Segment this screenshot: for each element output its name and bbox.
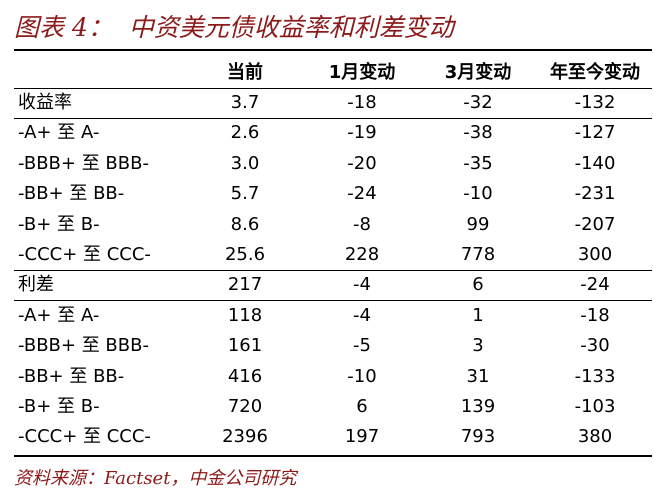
table-cell: -20 bbox=[347, 152, 377, 174]
table-cell: -231 bbox=[574, 183, 616, 205]
table-cell: 5.7 bbox=[230, 183, 260, 205]
table-cell: -18 bbox=[580, 304, 610, 326]
table-cell: 6 bbox=[356, 396, 368, 417]
table-cell: 778 bbox=[460, 244, 496, 265]
table-cell: -18 bbox=[347, 92, 377, 113]
table-cell: -5 bbox=[353, 335, 371, 357]
table-cell: -127 bbox=[574, 122, 616, 144]
table-cell: -8 bbox=[353, 213, 371, 235]
table-cell: 3.0 bbox=[230, 152, 260, 174]
table-cell: -133 bbox=[574, 365, 616, 387]
rule bbox=[14, 270, 652, 271]
table-cell: -35 bbox=[463, 152, 493, 174]
table-cell: -140 bbox=[574, 152, 616, 174]
table-cell: -10 bbox=[463, 183, 493, 205]
table-cell: -24 bbox=[347, 183, 377, 205]
table-cell: 118 bbox=[227, 304, 263, 326]
row-label: 收益率 bbox=[18, 92, 72, 113]
table-cell: 25.6 bbox=[224, 244, 266, 265]
table-cell: 3 bbox=[472, 335, 484, 357]
row-label: -BBB+ 至 BBB- bbox=[18, 335, 149, 357]
table-cell: 228 bbox=[344, 244, 380, 265]
table-cell: -19 bbox=[347, 122, 377, 144]
table-cell: -10 bbox=[347, 365, 377, 387]
column-header: 年至今变动 bbox=[550, 62, 640, 83]
table-cell: -132 bbox=[574, 92, 616, 113]
title: 图表 4： 中资美元债收益率和利差变动 bbox=[14, 13, 454, 42]
table-cell: 720 bbox=[227, 396, 263, 417]
row-label: -BB+ 至 BB- bbox=[18, 183, 125, 205]
table-cell: 3.7 bbox=[230, 92, 260, 113]
row-label: -CCC+ 至 CCC- bbox=[18, 244, 151, 265]
rule bbox=[14, 88, 652, 89]
table-cell: 380 bbox=[577, 426, 613, 448]
column-header: 1月变动 bbox=[328, 62, 396, 83]
table-cell: 793 bbox=[460, 426, 496, 448]
table-cell: 416 bbox=[227, 365, 263, 387]
table-cell: -4 bbox=[353, 274, 371, 296]
table-cell: -207 bbox=[574, 213, 616, 235]
rule bbox=[14, 300, 652, 301]
row-label: -A+ 至 A- bbox=[18, 304, 100, 326]
row-label: -BB+ 至 BB- bbox=[18, 365, 125, 387]
table-cell: -38 bbox=[463, 122, 493, 144]
column-header: 当前 bbox=[227, 62, 263, 83]
table-cell: 217 bbox=[227, 274, 263, 296]
rule bbox=[14, 455, 652, 457]
table-cell: 197 bbox=[344, 426, 380, 448]
table-cell: 31 bbox=[466, 365, 490, 387]
table-cell: 300 bbox=[577, 244, 613, 265]
source: 资料来源：Factset，中金公司研究 bbox=[14, 468, 297, 489]
table-cell: -24 bbox=[580, 274, 610, 296]
rule bbox=[14, 49, 652, 51]
row-label: -B+ 至 B- bbox=[18, 396, 100, 417]
column-header: 3月变动 bbox=[444, 62, 512, 83]
row-label: -B+ 至 B- bbox=[18, 213, 100, 235]
table-cell: 2.6 bbox=[230, 122, 260, 144]
table-cell: 2396 bbox=[222, 426, 268, 448]
table-cell: 8.6 bbox=[230, 213, 260, 235]
table-cell: -103 bbox=[574, 396, 616, 417]
table-cell: 1 bbox=[472, 304, 484, 326]
table-cell: 161 bbox=[227, 335, 263, 357]
table-cell: -32 bbox=[463, 92, 493, 113]
table-cell: -4 bbox=[353, 304, 371, 326]
row-label: -CCC+ 至 CCC- bbox=[18, 426, 151, 448]
rule bbox=[14, 118, 652, 119]
table-cell: -30 bbox=[580, 335, 610, 357]
row-label: -A+ 至 A- bbox=[18, 122, 100, 144]
table-cell: 99 bbox=[466, 213, 490, 235]
table-cell: 6 bbox=[472, 274, 484, 296]
row-label: 利差 bbox=[18, 274, 54, 296]
table-cell: 139 bbox=[460, 396, 496, 417]
row-label: -BBB+ 至 BBB- bbox=[18, 152, 149, 174]
